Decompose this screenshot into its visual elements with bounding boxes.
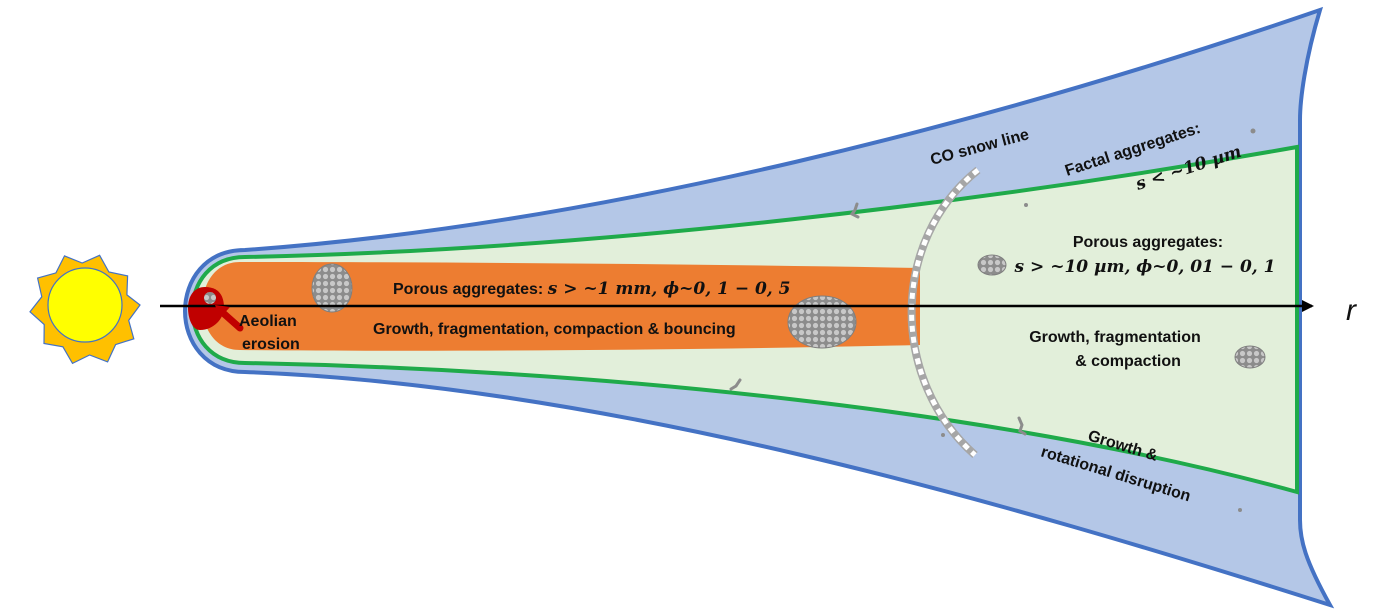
aeolian-label-line2: erosion <box>242 336 300 353</box>
fractal-aggregate-icon <box>1017 416 1027 436</box>
fractal-aggregates <box>729 128 1256 512</box>
dust-aggregate-icon <box>977 254 1007 276</box>
dust-aggregate-icon <box>311 263 353 313</box>
dust-aggregate-icon <box>1234 345 1266 369</box>
porous-inner-label: Porous aggregates: s > ~1 mm, ϕ~0, 1 − 0… <box>393 279 790 299</box>
sun-icon <box>29 254 141 365</box>
porous-inner-detail: s > ~1 mm, ϕ~0, 1 − 0, 5 <box>547 279 791 299</box>
fractal-aggregate-icon <box>849 202 860 219</box>
inner-process-label: Growth, fragmentation, compaction & boun… <box>373 321 736 338</box>
fractal-aggregate-icon <box>729 378 742 391</box>
dust-aggregate-icon <box>787 295 857 349</box>
fractal-aggregate-icon <box>1238 508 1242 512</box>
dust-aggregates <box>204 254 1266 369</box>
outer-process-line1: Growth, fragmentation <box>1029 329 1201 346</box>
co-snow-line <box>907 166 981 458</box>
porous-outer-title: Porous aggregates: <box>1073 234 1223 251</box>
fractal-aggregate-icon <box>1250 128 1256 134</box>
porous-inner-prefix: Porous aggregates: <box>393 281 548 298</box>
aeolian-label-line1: Aeolian <box>239 313 297 330</box>
porous-outer-detail: s > ~10 µm, ϕ~0, 01 − 0, 1 <box>1014 257 1276 277</box>
outer-process-line2: & compaction <box>1075 353 1181 370</box>
axis-r-label: r <box>1346 294 1357 327</box>
fractal-aggregate-icon <box>941 433 945 437</box>
dust-aggregate-icon <box>204 292 216 304</box>
fractal-aggregate-icon <box>1024 203 1028 207</box>
arrow-icon <box>215 305 244 332</box>
